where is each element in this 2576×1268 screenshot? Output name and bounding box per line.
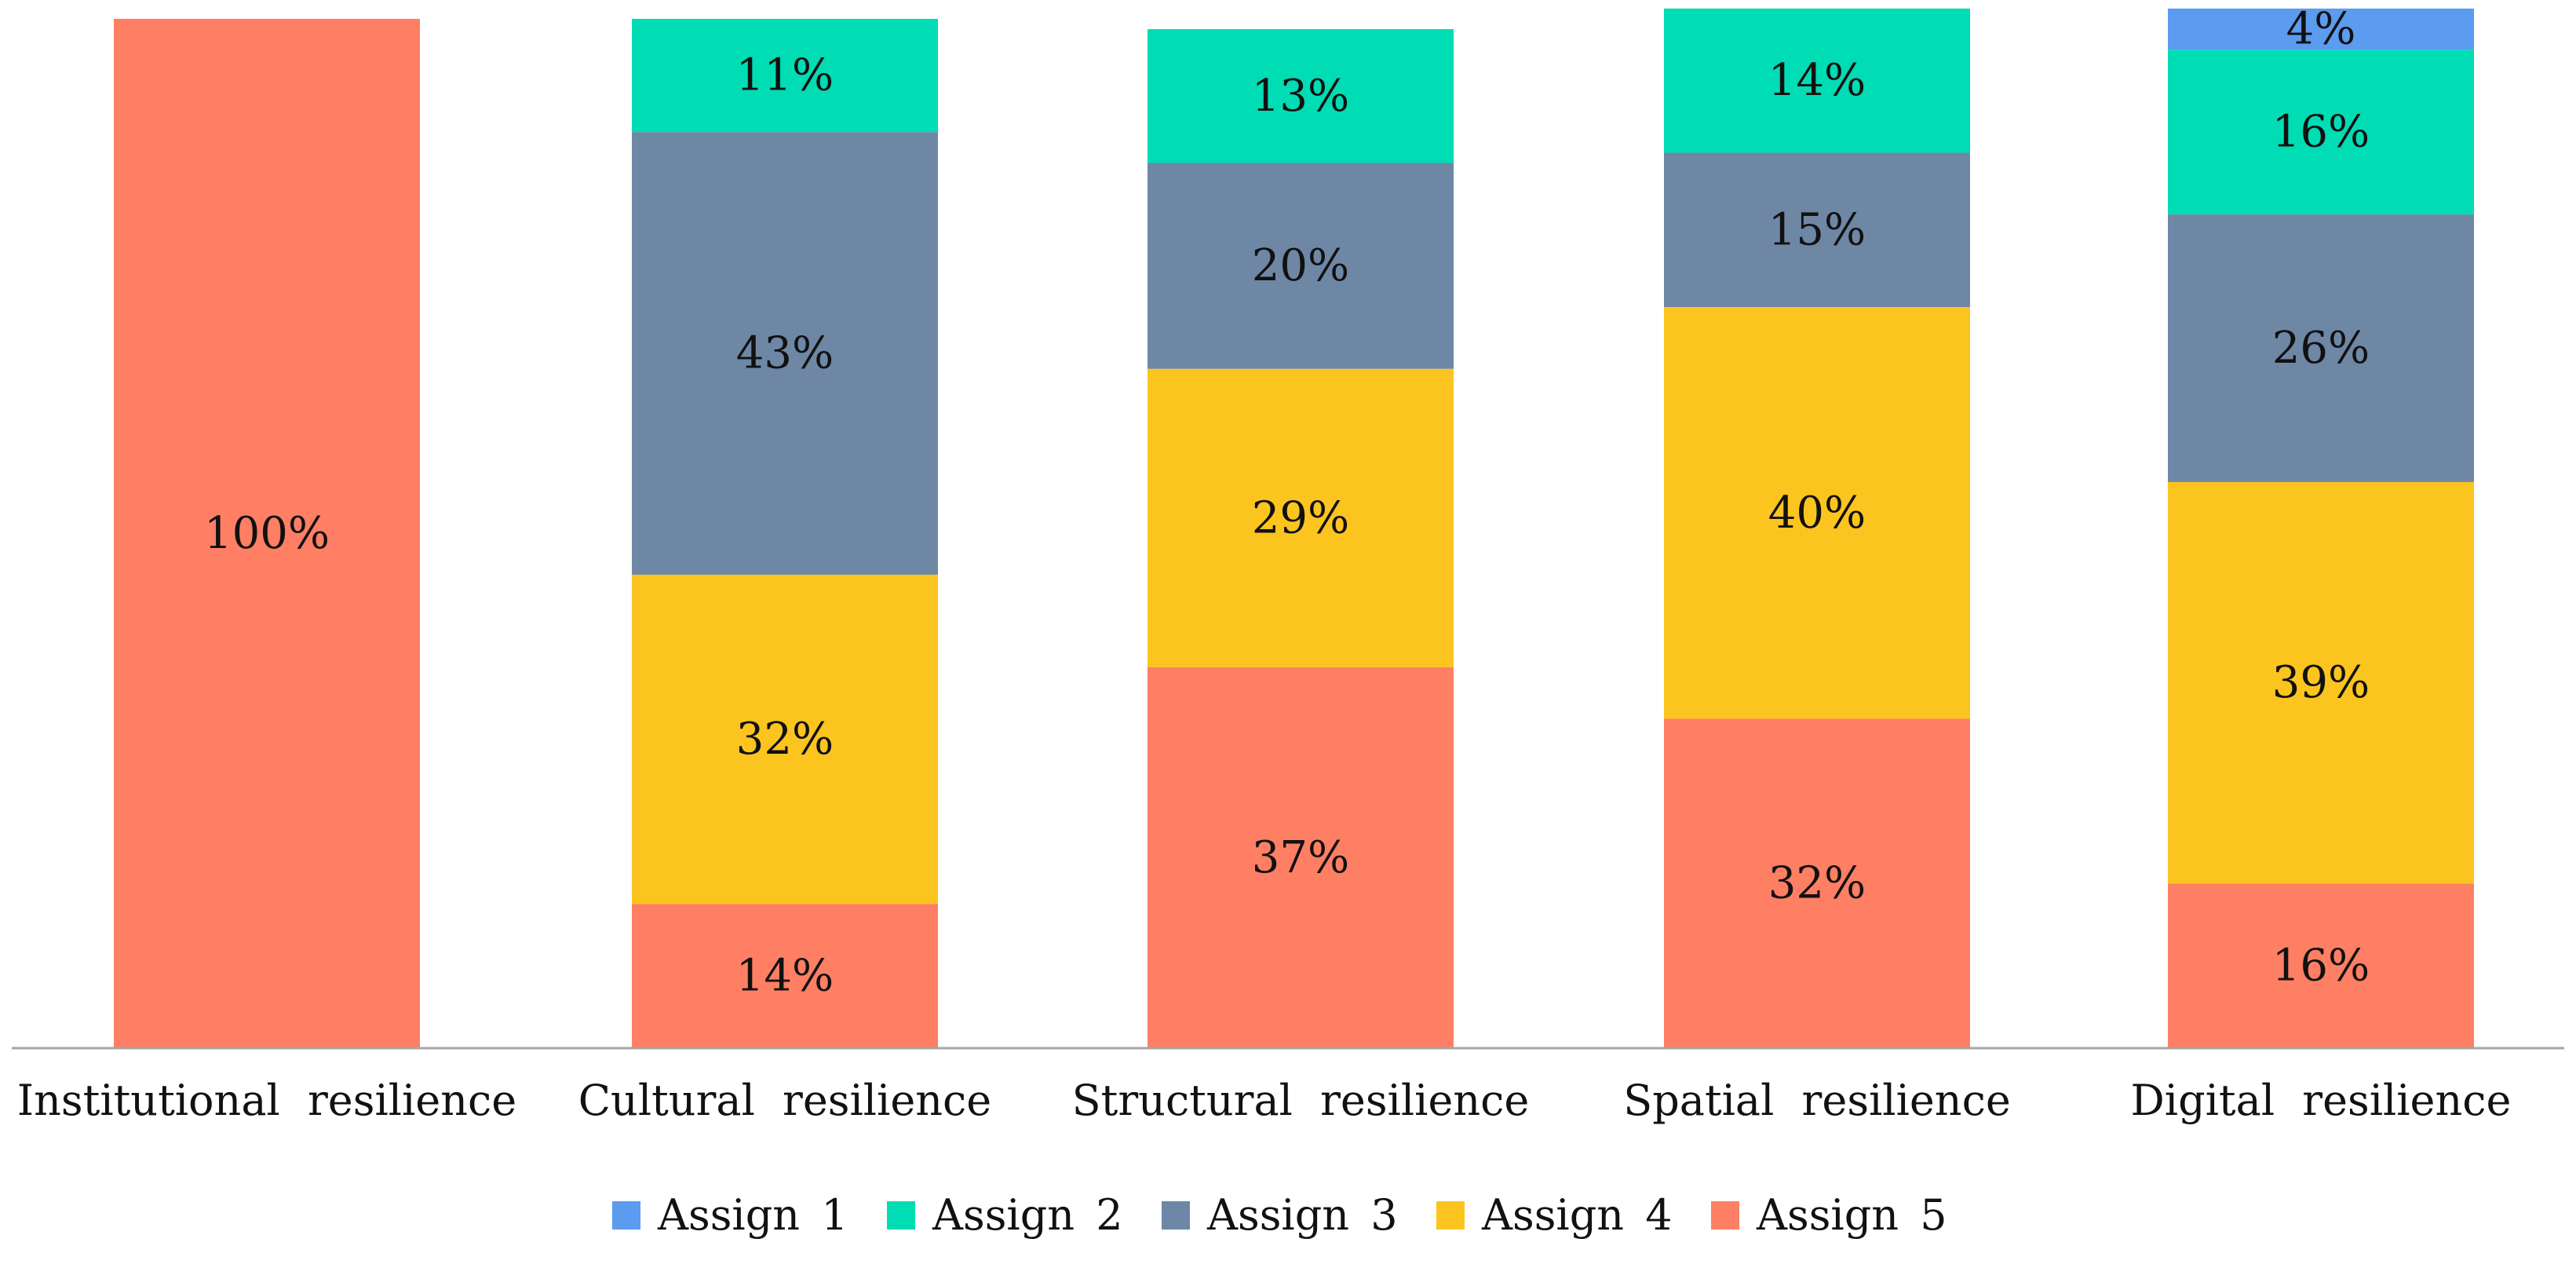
category-labels-group: Institutional resilience Cultural resilie… [17,1076,2512,1125]
legend: Assign 1 Assign 2 Assign 3 Assign 4 Assign 5 [612,1190,1947,1240]
bar-digital-resilience-assign-1 [2168,8,2474,50]
legend-label-assign-5: Assign 5 [1756,1190,1947,1240]
bar-cultural-resilience-assign-3 [632,132,938,575]
bar-cultural-resilience-assign-4 [632,574,938,904]
data-label-digital-resilience-assign-3: 26% [2272,323,2370,374]
data-label-spatial-resilience-assign-4: 40% [1768,488,1866,539]
bar-spatial-resilience-assign-3 [1664,152,1970,308]
legend-swatch-assign-4 [1436,1201,1465,1230]
legend-swatch-assign-5 [1711,1201,1739,1230]
bar-cultural-resilience-assign-5 [632,904,938,1048]
legend-label-assign-2: Assign 2 [932,1190,1123,1240]
data-label-cultural-resilience-assign-3: 43% [736,328,834,379]
category-label-cultural-resilience: Cultural resilience [578,1076,992,1125]
bar-spatial-resilience-assign-4 [1664,307,1970,719]
bar-spatial-resilience-assign-2 [1664,8,1970,153]
category-label-institutional-resilience: Institutional resilience [17,1076,516,1125]
data-label-digital-resilience-assign-5: 16% [2272,941,2370,992]
bar-structural-resilience-assign-3 [1148,163,1454,369]
data-label-digital-resilience-assign-1: 4% [2286,4,2356,55]
data-label-digital-resilience-assign-4: 39% [2272,657,2370,708]
bar-spatial-resilience-assign-5 [1664,718,1970,1048]
category-label-spatial-resilience: Spatial resilience [1623,1076,2011,1125]
legend-label-assign-3: Assign 3 [1206,1190,1398,1240]
data-label-structural-resilience-assign-4: 29% [1252,492,1349,543]
bar-digital-resilience-assign-4 [2168,481,2474,884]
data-label-spatial-resilience-assign-2: 14% [1768,55,1866,106]
category-label-structural-resilience: Structural resilience [1072,1076,1530,1125]
legend-label-assign-4: Assign 4 [1481,1190,1673,1240]
bars-group [114,8,2474,1048]
data-label-structural-resilience-assign-2: 13% [1252,71,1349,122]
legend-swatch-assign-2 [887,1201,915,1230]
data-label-cultural-resilience-assign-2: 11% [736,50,834,101]
data-label-structural-resilience-assign-5: 37% [1252,832,1349,883]
bar-cultural-resilience-assign-2 [632,19,938,133]
bar-digital-resilience-assign-3 [2168,214,2474,482]
data-label-spatial-resilience-assign-5: 32% [1768,858,1866,909]
data-label-spatial-resilience-assign-3: 15% [1768,204,1866,255]
data-label-cultural-resilience-assign-4: 32% [736,714,834,765]
bar-structural-resilience-assign-4 [1148,368,1454,667]
legend-label-assign-1: Assign 1 [657,1190,848,1240]
bar-institutional-resilience-assign-5 [114,19,420,1048]
bar-digital-resilience-assign-5 [2168,883,2474,1048]
data-label-digital-resilience-assign-2: 16% [2272,107,2370,158]
bar-structural-resilience-assign-2 [1148,29,1454,163]
data-labels-group: 100% 14% 32% 43% 11% 37% 29% 20% 13% 32% 40% 15% 14%… [204,4,2370,1002]
category-label-digital-resilience: Digital resilience [2131,1076,2512,1125]
bar-digital-resilience-assign-2 [2168,49,2474,215]
data-label-institutional-resilience-assign-5: 100% [204,508,330,559]
legend-swatch-assign-3 [1162,1201,1190,1230]
data-label-structural-resilience-assign-3: 20% [1252,240,1349,291]
data-label-cultural-resilience-assign-5: 14% [736,951,834,1002]
bar-structural-resilience-assign-5 [1148,667,1454,1048]
legend-swatch-assign-1 [612,1201,640,1230]
